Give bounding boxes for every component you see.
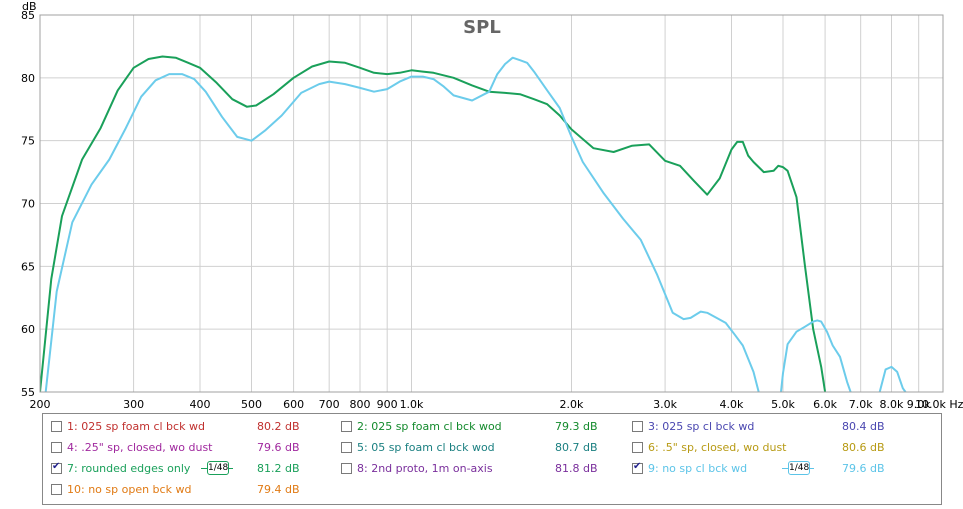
series-line [44, 56, 907, 392]
x-tick-label: 10.0k Hz [915, 398, 963, 411]
legend-checkbox[interactable] [51, 461, 62, 474]
legend-item[interactable]: 5: 05 sp foam cl bck wod 80.7 dB [341, 441, 621, 457]
legend-checkbox[interactable] [51, 484, 62, 495]
x-tick-label: 600 [283, 398, 304, 411]
x-tick-label: 9.0k [907, 398, 931, 411]
y-tick-label: 85 [21, 9, 35, 22]
legend-label: 2: 025 sp foam cl bck wod [357, 420, 502, 433]
legend-value: 80.2 dB [257, 420, 300, 433]
legend-checkbox[interactable] [632, 421, 643, 432]
legend-label: 10: no sp open bck wd [67, 483, 192, 496]
legend-checkbox[interactable] [51, 442, 62, 453]
legend-item[interactable]: 1: 025 sp foam cl bck wd 80.2 dB [51, 420, 331, 436]
chart-title: SPL [463, 17, 501, 38]
legend-value: 80.4 dB [842, 420, 885, 433]
series-lines [40, 55, 907, 392]
legend-item[interactable]: 10: no sp open bck wd 79.4 dB [51, 483, 331, 499]
x-tick-label: 400 [189, 398, 210, 411]
x-tick-label: 6.0k [813, 398, 837, 411]
legend-item[interactable]: 8: 2nd proto, 1m on-axis 81.8 dB [341, 462, 621, 478]
plot-border [39, 14, 944, 393]
legend-checkbox[interactable] [341, 442, 352, 453]
legend-label: 7: rounded edges only [67, 462, 191, 475]
x-tick-label: 4.0k [720, 398, 744, 411]
legend-value: 80.6 dB [842, 441, 885, 454]
legend-label: 5: 05 sp foam cl bck wod [357, 441, 495, 454]
legend-item[interactable]: 6: .5" sp, closed, wo dust 80.6 dB [632, 441, 912, 457]
legend-checkbox[interactable] [341, 421, 352, 432]
x-axis-ticks: 200 300 400 500 600 700 800 900 1.0k 2.0k 3.0k 4.0k… [30, 398, 963, 411]
x-tick-label: 2.0k [560, 398, 584, 411]
smoothing-label: 1/48 [207, 461, 229, 475]
x-tick-label: 300 [123, 398, 144, 411]
legend-label: 6: .5" sp, closed, wo dust [648, 441, 787, 454]
legend-label: 1: 025 sp foam cl bck wd [67, 420, 205, 433]
x-tick-label: 700 [319, 398, 340, 411]
legend-label: 8: 2nd proto, 1m on-axis [357, 462, 493, 475]
legend-value: 79.4 dB [257, 483, 300, 496]
y-tick-label: 65 [21, 260, 35, 273]
legend-item[interactable]: 2: 025 sp foam cl bck wod 79.3 dB [341, 420, 621, 436]
x-tick-label: 5.0k [771, 398, 795, 411]
legend-checkbox[interactable] [341, 463, 352, 474]
y-tick-label: 60 [21, 323, 35, 336]
legend: 1: 025 sp foam cl bck wd 80.2 dB 2: 025 sp… [42, 413, 942, 505]
y-axis-ticks: 55 60 65 70 75 80 85 [21, 9, 35, 399]
y-tick-label: 55 [21, 386, 35, 399]
legend-value: 81.2 dB [257, 462, 300, 475]
x-tick-label: 8.0k [880, 398, 904, 411]
legend-value: 79.3 dB [555, 420, 598, 433]
legend-label: 9: no sp cl bck wd [648, 462, 748, 475]
x-tick-label: 800 [349, 398, 370, 411]
y-tick-label: 75 [21, 135, 35, 148]
series-line [40, 55, 827, 392]
smoothing-indicator[interactable]: 1/48 [782, 461, 814, 475]
x-tick-label: 200 [30, 398, 51, 411]
y-axis-label: dB [22, 0, 37, 13]
smoothing-indicator[interactable]: 1/48 [201, 461, 233, 475]
legend-checkbox[interactable] [632, 442, 643, 453]
x-tick-label: 500 [241, 398, 262, 411]
legend-checkbox[interactable] [51, 421, 62, 432]
legend-value: 80.7 dB [555, 441, 598, 454]
smoothing-label: 1/48 [788, 461, 810, 475]
legend-item[interactable]: 4: .25" sp, closed, wo dust 79.6 dB [51, 441, 331, 457]
legend-item[interactable]: 3: 025 sp cl bck wd 80.4 dB [632, 420, 912, 436]
y-tick-label: 70 [21, 198, 35, 211]
legend-value: 79.6 dB [257, 441, 300, 454]
legend-item[interactable]: 9: no sp cl bck wd 1/48 79.6 dB [632, 461, 912, 478]
legend-value: 81.8 dB [555, 462, 598, 475]
y-tick-label: 80 [21, 72, 35, 85]
x-tick-label: 3.0k [653, 398, 677, 411]
legend-item[interactable]: 7: rounded edges only 1/48 81.2 dB [51, 461, 331, 478]
x-tick-label: 900 [377, 398, 398, 411]
legend-checkbox[interactable] [632, 461, 643, 474]
legend-label: 3: 025 sp cl bck wd [648, 420, 755, 433]
x-tick-label: 7.0k [849, 398, 873, 411]
x-tick-label: 1.0k [400, 398, 424, 411]
legend-value: 79.6 dB [842, 462, 885, 475]
legend-label: 4: .25" sp, closed, wo dust [67, 441, 213, 454]
